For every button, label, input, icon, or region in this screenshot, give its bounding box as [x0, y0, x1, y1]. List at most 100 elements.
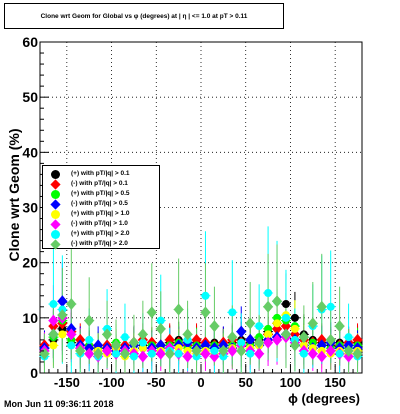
data-point	[48, 314, 59, 327]
data-point	[272, 295, 283, 308]
y-tick-label: 40	[22, 144, 38, 160]
data-point	[236, 325, 247, 338]
data-point	[263, 300, 274, 313]
data-point	[325, 344, 336, 357]
data-point	[255, 322, 264, 331]
data-point	[201, 291, 210, 300]
x-tick-label: 100	[280, 375, 302, 390]
legend-label: (-) with pT/|q| > 2.0	[71, 240, 128, 247]
data-point	[334, 320, 345, 333]
data-point	[48, 328, 59, 341]
legend-marker	[51, 170, 60, 179]
x-tick-label: -150	[54, 375, 80, 390]
data-point	[128, 336, 139, 349]
data-point	[84, 314, 95, 327]
data-point	[307, 317, 318, 330]
legend-marker	[51, 230, 60, 239]
data-point	[264, 324, 273, 333]
x-tick-label: 0	[197, 375, 204, 390]
data-point	[272, 333, 283, 346]
data-point	[264, 289, 273, 298]
data-point	[164, 347, 175, 360]
data-point	[281, 313, 290, 322]
data-point	[290, 313, 299, 322]
legend-entry: (-) with pT/|q| > 2.0	[43, 239, 159, 250]
data-point	[57, 309, 68, 322]
data-point	[281, 300, 290, 309]
x-tick-label: 150	[324, 375, 346, 390]
legend-entry: (-) with pT/|q| > 1.0	[43, 219, 159, 230]
data-point	[191, 344, 202, 357]
chart-title: Clone wrt Geom for Global vs φ (degrees)…	[40, 13, 248, 20]
legend-entry: (+) with pT/|q| > 0.5	[43, 189, 159, 199]
data-point	[273, 319, 282, 328]
plot-grid	[40, 42, 362, 373]
legend-label: (+) with pT/|q| > 0.1	[71, 170, 130, 177]
legend-marker	[51, 190, 60, 199]
data-point	[93, 347, 104, 360]
legend-entry: (+) with pT/|q| > 0.1	[43, 169, 159, 179]
data-point	[146, 306, 157, 319]
data-point	[137, 350, 148, 363]
data-point	[174, 349, 183, 358]
data-point	[200, 306, 211, 319]
legend-label: (+) with pT/|q| > 1.0	[71, 210, 130, 217]
legend-marker	[50, 239, 61, 250]
data-point	[155, 347, 166, 360]
data-point	[273, 313, 282, 322]
data-point	[112, 349, 121, 358]
data-point	[147, 349, 156, 358]
data-point	[137, 328, 148, 341]
data-point	[298, 331, 309, 344]
data-point	[263, 336, 274, 349]
data-point	[138, 338, 147, 347]
y-tick-label: 20	[22, 255, 38, 271]
data-point	[325, 333, 336, 346]
data-point	[290, 324, 299, 333]
data-point	[173, 303, 184, 316]
y-tick-label: 0	[30, 365, 38, 381]
y-tick-label: 60	[22, 34, 38, 50]
legend-entry: (+) with pT/|q| > 1.0	[43, 209, 159, 219]
legend-label: (+) with pT/|q| > 0.5	[71, 190, 130, 197]
y-tick-label: 50	[22, 89, 38, 105]
data-point	[307, 347, 318, 360]
data-point	[66, 298, 77, 311]
data-point	[326, 302, 335, 311]
data-point	[57, 295, 68, 308]
data-point	[138, 344, 147, 353]
legend-entry: (-) with pT/|q| > 0.5	[43, 199, 159, 210]
data-point	[236, 344, 247, 357]
x-axis-label: ϕ (degrees)	[288, 391, 360, 406]
data-point	[182, 328, 193, 341]
x-tick-label: 50	[238, 375, 252, 390]
data-markers	[39, 289, 363, 363]
legend-entry: (-) with pT/|q| > 0.1	[43, 179, 159, 190]
data-point	[237, 338, 246, 347]
data-point	[343, 344, 354, 357]
data-point	[280, 328, 291, 341]
data-point	[119, 347, 130, 360]
legend: (+) with pT/|q| > 0.1 (-) with pT/|q| > 0…	[42, 165, 160, 250]
x-tick-label: -100	[99, 375, 125, 390]
data-point	[299, 349, 308, 358]
data-point	[289, 339, 300, 352]
y-tick-label: 10	[22, 310, 38, 326]
data-point	[49, 300, 58, 309]
data-point	[245, 333, 256, 346]
data-point	[66, 328, 77, 341]
data-point	[218, 344, 229, 357]
data-point	[344, 333, 353, 342]
data-point	[156, 316, 165, 325]
legend-marker	[51, 210, 60, 219]
y-axis-label: Clone wrt Geom (%)	[6, 128, 22, 262]
data-point	[316, 350, 327, 363]
data-point	[102, 344, 113, 357]
data-point	[209, 320, 220, 333]
data-point	[200, 347, 211, 360]
x-tick-label: -50	[147, 375, 166, 390]
axis-ticks: 0 10 20 30 40 50 60 -150 -100 -50 0 50 100 150	[22, 34, 354, 390]
data-point	[111, 339, 122, 352]
data-point	[102, 328, 113, 341]
data-point	[227, 331, 238, 344]
